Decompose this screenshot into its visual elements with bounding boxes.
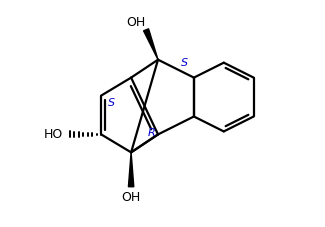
Polygon shape — [128, 152, 134, 187]
Text: R: R — [148, 128, 156, 138]
Polygon shape — [144, 29, 158, 60]
Text: OH: OH — [126, 16, 145, 29]
Text: S: S — [108, 98, 115, 108]
Text: S: S — [181, 58, 188, 68]
Text: HO: HO — [44, 128, 63, 141]
Text: OH: OH — [122, 191, 141, 204]
